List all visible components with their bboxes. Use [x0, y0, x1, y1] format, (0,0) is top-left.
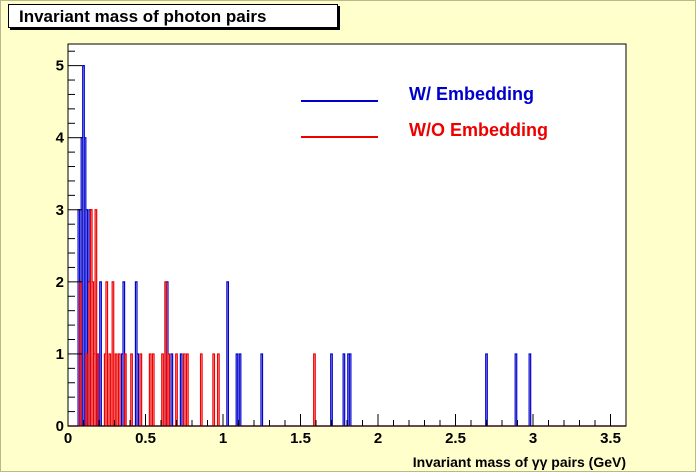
legend-label: W/O Embedding [409, 120, 548, 140]
x-tick-label: 1 [219, 430, 227, 447]
x-tick-label: 3 [529, 430, 537, 447]
x-axis-title: Invariant mass of γγ pairs (GeV) [413, 454, 626, 470]
legend-entry: W/ Embedding [301, 84, 534, 104]
legend-label: W/ Embedding [409, 84, 534, 104]
axis-layer: 0 0.5 1 1.5 2 2.5 3 3.5 0 1 2 3 4 5 [56, 44, 627, 447]
chart-title: Invariant mass of photon pairs [8, 4, 338, 28]
y-tick-label: 3 [56, 202, 64, 219]
x-tick-label: 2 [374, 430, 382, 447]
x-tick-label: 3.5 [600, 430, 621, 447]
series-1 [68, 209, 626, 427]
plot-frame [67, 43, 627, 427]
legend-entry: W/O Embedding [301, 120, 548, 140]
legend: W/ Embedding W/O Embedding [301, 84, 548, 140]
series-line-1 [68, 209, 626, 427]
x-tick-label: 0 [64, 430, 72, 447]
y-tick-label: 0 [56, 418, 64, 435]
x-tick-label: 0.5 [135, 430, 156, 447]
y-tick-label: 2 [56, 274, 64, 291]
y-tick-label: 5 [56, 58, 64, 75]
y-tick-label: 1 [56, 346, 64, 363]
y-tick-label: 4 [56, 130, 65, 147]
x-tick-label: 1.5 [290, 430, 311, 447]
x-tick-label: 2.5 [445, 430, 466, 447]
